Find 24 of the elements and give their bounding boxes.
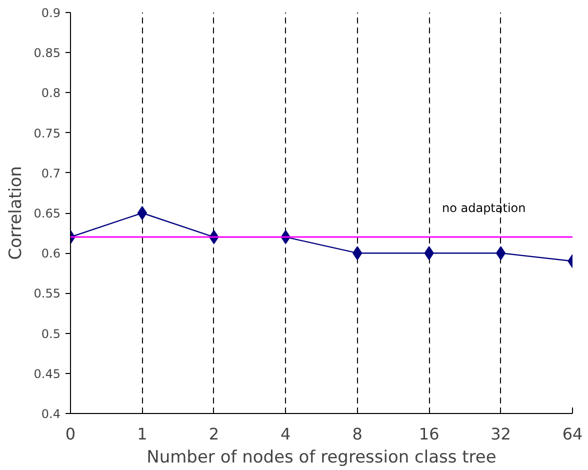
ref-line-label: no adaptation — [442, 201, 526, 216]
y-tick-label: 0.8 — [41, 86, 61, 100]
x-tick-label: 8 — [352, 424, 362, 444]
x-tick-label: 16 — [418, 424, 440, 444]
point — [496, 246, 506, 260]
y-tick-label: 0.85 — [34, 46, 60, 60]
x-axis-title: Number of nodes of regression class tree — [146, 448, 496, 468]
y-tick-label: 0.9 — [41, 6, 61, 20]
y-tick-label: 0.6 — [41, 246, 61, 261]
x-tick-label: 2 — [208, 424, 220, 444]
x-tick-label: 0 — [65, 424, 76, 444]
point — [137, 206, 148, 220]
y-tick-label: 0.7 — [41, 166, 61, 180]
y-tick-label: 0.45 — [34, 366, 60, 381]
y-tick-label: 0.65 — [34, 206, 60, 220]
y-tick-label: 0.75 — [34, 126, 60, 140]
y-tick-label: 0.5 — [41, 326, 61, 341]
x-tick-label: 1 — [137, 424, 148, 444]
y-axis-title: Correlation — [6, 166, 26, 260]
y-tick-label: 0.4 — [41, 407, 61, 421]
x-tick-label: 4 — [280, 424, 291, 444]
x-tick-label: 32 — [490, 424, 511, 444]
x-tick-label: 64 — [562, 424, 583, 444]
y-tick-label: 0.55 — [34, 286, 60, 301]
